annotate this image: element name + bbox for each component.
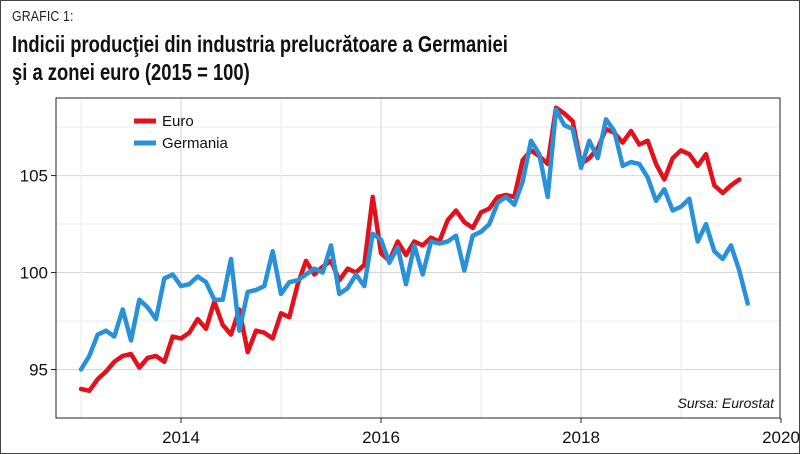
y-tick-label: 100 [20, 264, 48, 283]
legend-label-euro: Euro [162, 113, 194, 130]
series-line-germania [78, 107, 750, 372]
source-note: Sursa: Eurostat [678, 395, 776, 411]
series-layer [78, 105, 750, 394]
legend: Euro Germania [134, 113, 229, 152]
x-tick-label: 2016 [362, 428, 400, 447]
y-axis: 95 100 105 [20, 167, 56, 380]
series-line-euro [78, 105, 742, 394]
chart-title-line-1: Indicii producţiei din industria prelucr… [12, 31, 508, 57]
x-axis: 2014 2016 2018 2020 [162, 418, 800, 447]
chart-title-line-2: şi a zonei euro (2015 = 100) [12, 59, 250, 85]
plot-area-border [55, 97, 781, 419]
y-tick-label: 105 [20, 167, 48, 186]
figure-kicker: GRAFIC 1: [12, 8, 74, 25]
chart-title: Indicii producţiei din industria prelucr… [12, 30, 508, 86]
x-tick-label: 2014 [162, 428, 200, 447]
x-tick-label: 2020 [762, 428, 800, 447]
x-tick-label: 2018 [562, 428, 600, 447]
legend-label-germania: Germania [162, 135, 229, 152]
y-tick-label: 95 [29, 361, 48, 380]
